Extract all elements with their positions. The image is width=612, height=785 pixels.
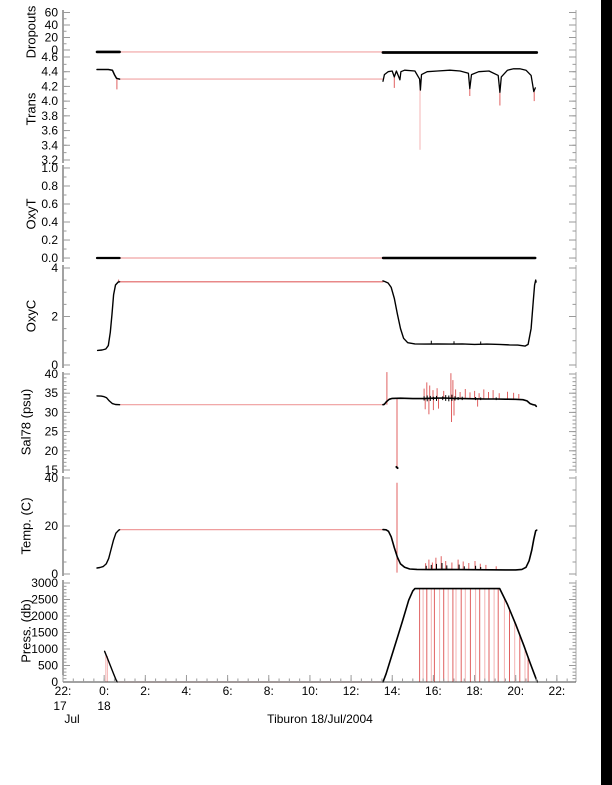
ytick-label: 25: [45, 425, 59, 439]
xtick-label: 22:: [549, 684, 566, 698]
ytick-label: 4: [51, 261, 58, 275]
ytick-label: 0.8: [41, 179, 58, 193]
ytick-label: 0: [51, 43, 58, 57]
screen-edge-bar: [601, 0, 612, 785]
ytick-label: 20: [45, 31, 59, 45]
ytick-label: 0: [51, 358, 58, 372]
x-day-label-main: 18: [97, 699, 111, 713]
xtick-label: 10:: [302, 684, 319, 698]
panel-press: 3000 2500 2000 1500 1000 500 0: [31, 576, 577, 689]
ylabel-temp: Temp. (C): [18, 497, 34, 555]
ylabel-oxyc: OxyC: [23, 299, 39, 333]
ylabel-dropouts: Dropouts: [23, 5, 39, 59]
sal78-series: [395, 465, 399, 470]
press-series: [382, 587, 539, 683]
panel-trans: 4.64.44.24.03.83.63.43.2: [41, 50, 577, 167]
x-axis: 22: 0: 2: 4: 6: 8: 10: 12: 14: 16: 18: 20: 22:: [55, 675, 576, 698]
panel-sal78: 40 35 30 25 20 15: [45, 367, 577, 477]
temp-series: [382, 528, 538, 571]
xtick-label: 22:: [55, 684, 72, 698]
ytick-label: 3.2: [41, 153, 58, 167]
figure-title: Tiburon 18/Jul/2004: [267, 712, 373, 726]
trans-series: [96, 68, 121, 80]
ytick-label: 60: [45, 6, 59, 20]
ytick-label: 4.6: [41, 50, 58, 64]
ytick-label: 0: [51, 567, 58, 581]
ytick-label: 0.0: [41, 251, 58, 265]
ytick-label: 1000: [31, 642, 58, 656]
ylabel-sal78: Sal78 (psu): [18, 388, 34, 456]
xtick-label: 0:: [99, 684, 109, 698]
panel-temp: 40 20 0: [45, 471, 577, 581]
xtick-label: 20:: [507, 684, 524, 698]
ytick-label: 2: [51, 310, 58, 324]
panel-oxyc: 4 2 0: [51, 261, 577, 372]
ytick-label: 15: [45, 463, 59, 477]
sal78-series: [382, 397, 538, 408]
ytick-label: 40: [45, 18, 59, 32]
ytick-label: 35: [45, 386, 59, 400]
xtick-label: 8:: [264, 684, 274, 698]
oxyc-series: [382, 279, 537, 347]
panel-oxyt: 1.0 0.8 0.6 0.4 0.2 0.0: [41, 161, 577, 265]
sal78-series: [96, 395, 121, 406]
temp-series: [96, 529, 121, 569]
ytick-label: 2500: [31, 593, 58, 607]
xtick-label: 4:: [181, 684, 191, 698]
xtick-label: 12:: [343, 684, 360, 698]
ylabel-press: Press. (db): [18, 599, 34, 663]
xtick-label: 14:: [384, 684, 401, 698]
ylabel-oxyt: OxyT: [23, 198, 39, 230]
ytick-label: 3.4: [41, 138, 58, 152]
x-day-label-prev: 17: [53, 699, 67, 713]
ytick-label: 4.0: [41, 94, 58, 108]
ytick-label: 0.6: [41, 197, 58, 211]
ytick-label: 20: [45, 444, 59, 458]
ylabel-trans: Trans: [23, 92, 39, 126]
xtick-label: 6:: [223, 684, 233, 698]
ytick-label: 3.6: [41, 124, 58, 138]
ytick-label: 1.0: [41, 161, 58, 175]
trans-series: [382, 68, 536, 93]
ytick-label: 1500: [31, 626, 58, 640]
ytick-label: 40: [45, 367, 59, 381]
ytick-label: 4.4: [41, 65, 58, 79]
press-series: [103, 650, 119, 683]
ytick-label: 3.8: [41, 109, 58, 123]
ytick-label: 0.4: [41, 215, 58, 229]
ytick-label: 500: [38, 659, 58, 673]
xtick-label: 18:: [466, 684, 483, 698]
ytick-label: 20: [45, 519, 59, 533]
xtick-label: 16:: [425, 684, 442, 698]
ytick-label: 30: [45, 405, 59, 419]
xtick-label: 2:: [140, 684, 150, 698]
ytick-label: 4.2: [41, 79, 58, 93]
oxyc-series: [96, 281, 121, 352]
x-month-label: Jul: [64, 712, 80, 726]
ytick-label: 0: [51, 675, 58, 689]
ytick-label: 0.2: [41, 233, 58, 247]
ytick-label: 3000: [31, 576, 58, 590]
ytick-label: 40: [45, 471, 59, 485]
ytick-label: 2000: [31, 609, 58, 623]
